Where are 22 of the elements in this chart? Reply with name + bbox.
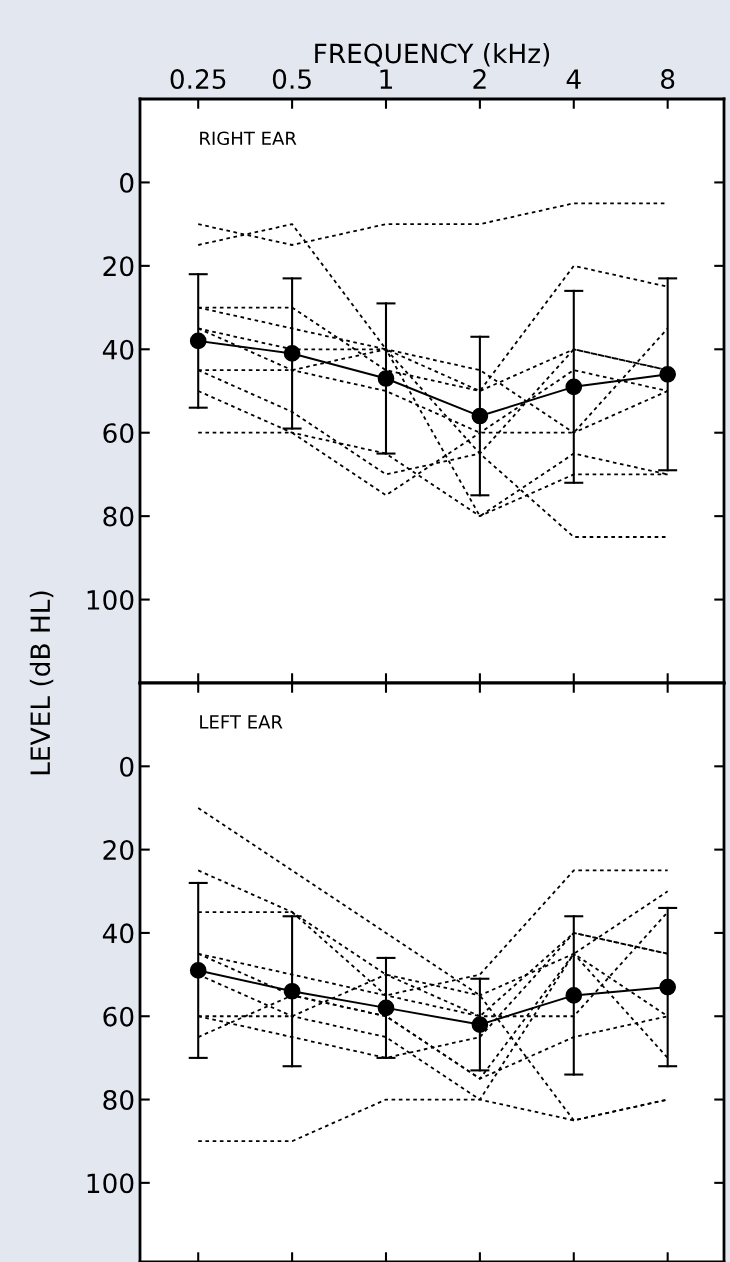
x-tick-label: 0.5 <box>272 69 311 90</box>
annotation: RIGHT EAR <box>200 131 297 146</box>
y-tick-label: 60 <box>103 1006 134 1027</box>
y-tick-label: 80 <box>103 506 134 527</box>
x-tick-label: 0.25 <box>170 69 226 90</box>
y-tick-label: 20 <box>103 256 134 277</box>
x-tick-label: 4 <box>566 69 581 89</box>
y-axis-title: LEVEL (dB HL) <box>29 591 54 775</box>
x-tick-label: 2 <box>473 69 486 89</box>
y-tick-label: 40 <box>102 339 134 360</box>
y-tick-label: 0 <box>120 172 134 193</box>
y-tick-label: 20 <box>103 840 134 861</box>
x-axis-title: FREQUENCY (kHz) <box>315 42 550 67</box>
y-tick-label: 80 <box>103 1089 134 1110</box>
annotation: LEFT EAR <box>200 715 283 729</box>
y-tick-label: 0 <box>120 756 134 777</box>
x-tick-label: 8 <box>661 69 675 90</box>
y-tick-label: 100 <box>87 1173 134 1194</box>
y-tick-label: 60 <box>103 423 134 444</box>
y-tick-label: 100 <box>87 590 134 610</box>
y-tick-label: 40 <box>102 923 134 944</box>
x-tick-label: 1 <box>380 69 392 89</box>
